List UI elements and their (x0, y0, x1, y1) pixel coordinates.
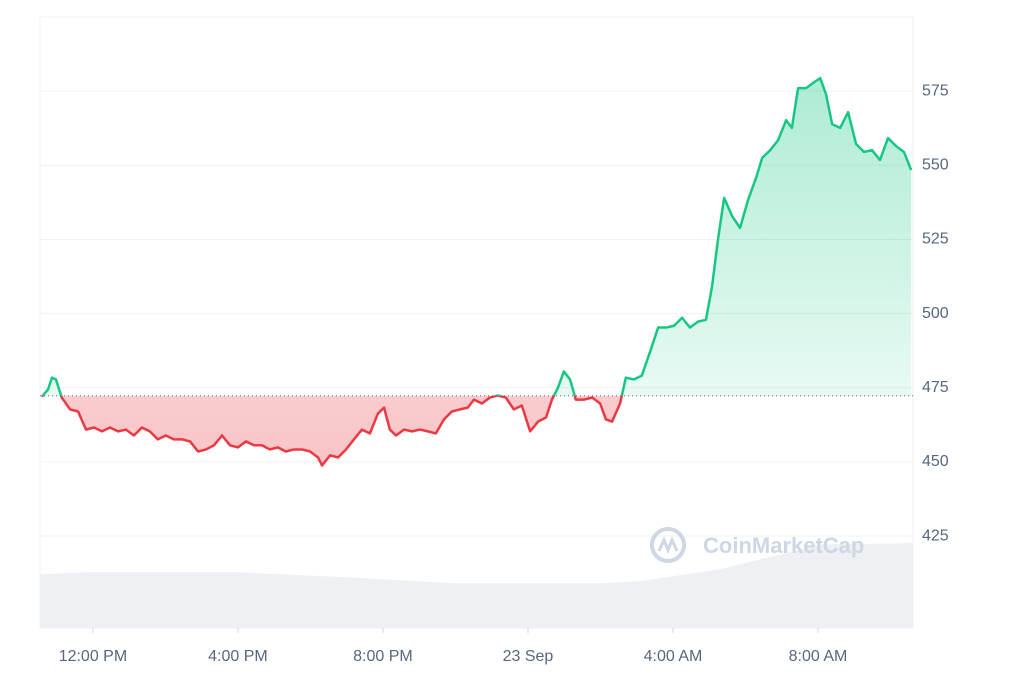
x-tick-label: 8:00 PM (353, 648, 413, 665)
price-line-up (40, 76, 913, 396)
watermark-logo (650, 527, 686, 563)
watermark: CoinMarketCap (650, 527, 864, 563)
axis-labels: 425 450 475 500 525 550 575 12:00 PM 4:00 PM 8:00… (59, 82, 949, 665)
y-tick-label: 425 (922, 527, 949, 544)
price-line-down (40, 395, 624, 467)
watermark-logo-mark (657, 536, 679, 555)
volume-area (40, 543, 913, 628)
y-tick-label: 500 (922, 305, 949, 322)
x-tick-label: 4:00 AM (644, 648, 703, 665)
y-tick-label: 475 (922, 379, 949, 396)
y-tick-label: 550 (922, 157, 949, 174)
volume-layer (40, 543, 913, 628)
y-tick-label: 575 (922, 82, 949, 99)
x-tick-label: 8:00 AM (789, 648, 848, 665)
area-up (42, 78, 912, 396)
x-tick-label: 12:00 PM (59, 648, 127, 665)
x-tick-label: 23 Sep (503, 648, 554, 665)
x-tick-label: 4:00 PM (208, 648, 268, 665)
y-tick-label: 525 (922, 231, 949, 248)
y-tick-label: 450 (922, 453, 949, 470)
price-layer (40, 76, 913, 467)
watermark-text: CoinMarketCap (703, 533, 864, 558)
area-down (41, 395, 912, 466)
